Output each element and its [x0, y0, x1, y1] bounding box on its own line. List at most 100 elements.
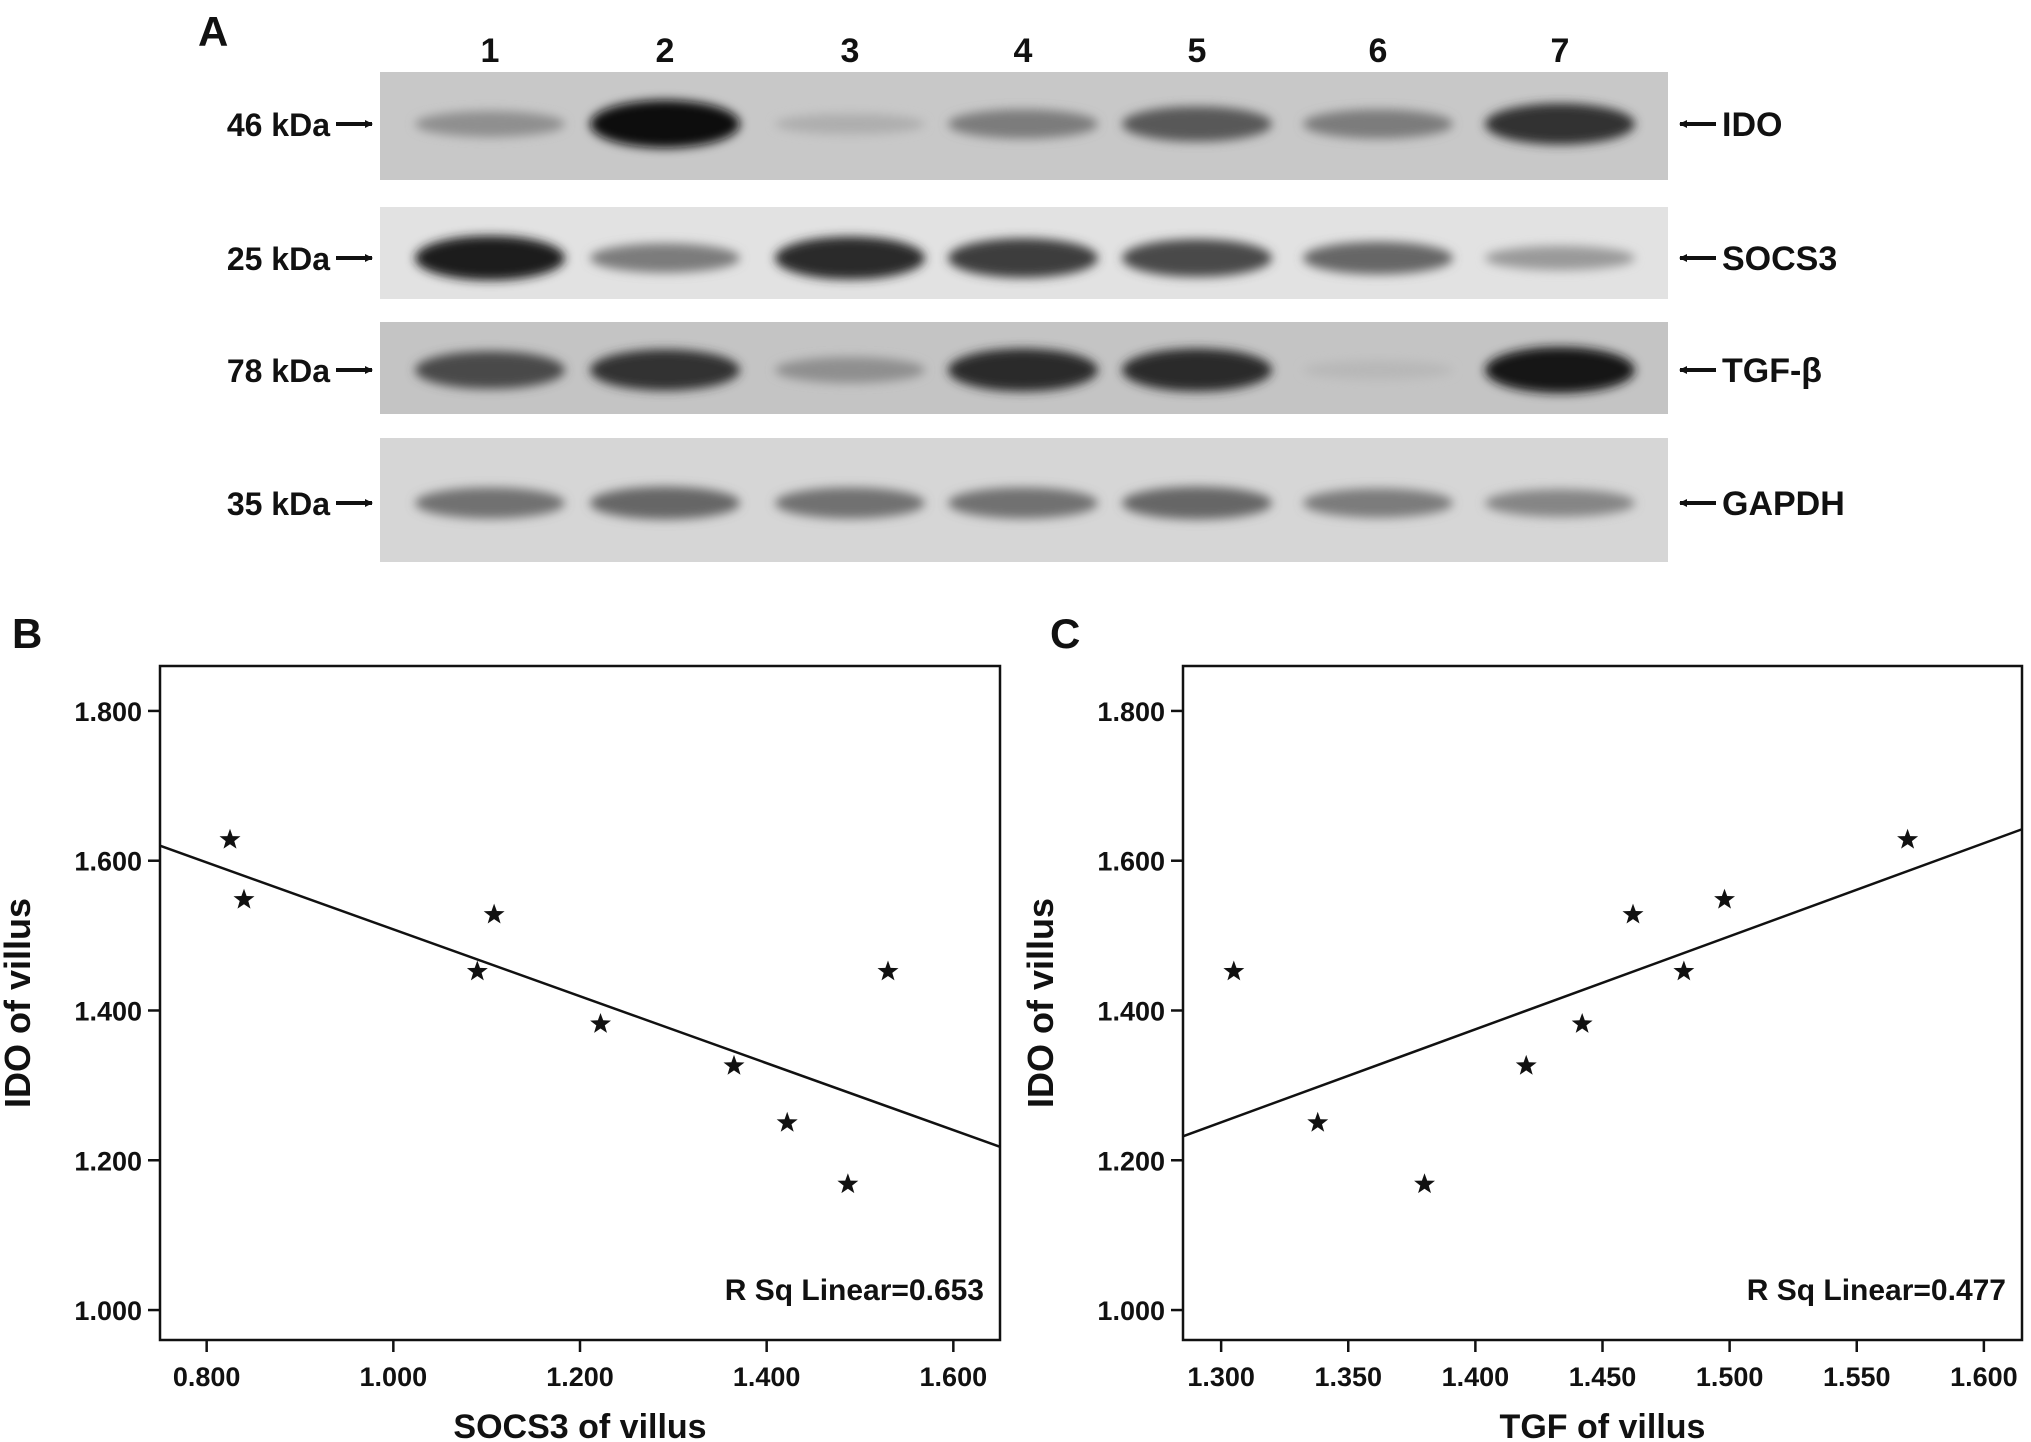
protein-label: IDO	[1722, 106, 1782, 144]
y-tick-label: 1.800	[1097, 697, 1165, 727]
data-point-star	[837, 1173, 859, 1194]
blot-band	[1485, 346, 1635, 394]
blot-band	[415, 235, 565, 281]
x-tick-label: 1.600	[920, 1362, 988, 1392]
x-tick-label: 1.550	[1823, 1362, 1891, 1392]
blot-band	[1303, 488, 1453, 518]
blot-band	[1485, 245, 1635, 271]
blot-row-3: 35 kDa GAPDH	[227, 438, 1845, 562]
y-tick-label: 1.800	[74, 697, 142, 727]
data-point-star	[723, 1054, 745, 1075]
molecular-weight-label: 46 kDa	[227, 107, 330, 143]
data-point-star	[1673, 960, 1695, 981]
data-point-star	[1897, 828, 1919, 849]
r-squared-annotation: R Sq Linear=0.477	[1747, 1274, 2006, 1307]
blot-band	[1122, 106, 1272, 142]
protein-label: TGF-β	[1722, 352, 1822, 390]
panel-c-scatter-chart: C 1.000 1.200 1.400 1.600 1.800 1.300 1.350 1.4…	[1020, 610, 2024, 1442]
blot-row-2: 78 kDa TGF-β	[227, 322, 1822, 414]
plot-area: 1.000 1.200 1.400 1.600 1.800 0.800 1.000 1.200…	[0, 664, 1002, 1442]
protein-label: GAPDH	[1722, 485, 1845, 523]
data-point-star	[590, 1013, 611, 1033]
molecular-weight-label: 25 kDa	[227, 241, 330, 277]
blot-band	[590, 243, 740, 273]
data-point-star	[1571, 1013, 1593, 1033]
blot-band	[1122, 486, 1272, 520]
panel-a-label: A	[198, 8, 228, 55]
y-tick-label: 1.600	[1097, 847, 1165, 877]
plot-frame	[158, 664, 1002, 1342]
blot-band	[415, 351, 565, 389]
regression-line	[159, 844, 1001, 1148]
y-tick-label: 1.600	[74, 847, 142, 877]
data-point-star	[1414, 1173, 1435, 1194]
lane-label: 4	[1014, 32, 1033, 70]
panel-b-label: B	[12, 610, 42, 657]
lane-label: 6	[1369, 32, 1388, 70]
blot-band	[775, 113, 925, 135]
blot-band	[948, 348, 1098, 392]
data-point-star	[1714, 888, 1735, 909]
lane-label: 7	[1551, 32, 1570, 70]
protein-label: SOCS3	[1722, 240, 1837, 278]
blot-row-1: 25 kDa SOCS3	[227, 207, 1837, 299]
blot-band	[1122, 239, 1272, 277]
x-tick-label: 1.400	[733, 1362, 801, 1392]
blot-band	[1485, 103, 1635, 145]
blot-band	[1303, 109, 1453, 139]
y-tick-label: 1.000	[1097, 1296, 1165, 1326]
regression-line	[1182, 828, 2023, 1138]
blot-rows: 46 kDa IDO 25 kDa SOCS3 78 kDa TGF-β 35 kDa GAP…	[227, 72, 1845, 562]
y-tick-label: 1.400	[1097, 996, 1165, 1026]
data-point-star	[483, 903, 505, 924]
y-tick-label: 1.200	[74, 1146, 142, 1176]
data-point-star	[1515, 1054, 1537, 1075]
plot-area: 1.000 1.200 1.400 1.600 1.800 1.300 1.350 1.400…	[1020, 664, 2024, 1442]
x-tick-label: 1.200	[546, 1362, 614, 1392]
panel-b-scatter-chart: B 1.000 1.200 1.400 1.600 1.800 0.800 1.000 1.2…	[0, 610, 1002, 1442]
data-point-star	[776, 1111, 798, 1132]
y-tick-label: 1.000	[74, 1296, 142, 1326]
y-axis-label: IDO of villus	[1020, 898, 1061, 1108]
lane-label: 3	[841, 32, 860, 70]
blot-band	[948, 487, 1098, 519]
x-tick-label: 1.450	[1569, 1362, 1637, 1392]
blot-band	[948, 238, 1098, 278]
data-point-star	[1223, 960, 1245, 981]
x-tick-label: 1.500	[1696, 1362, 1764, 1392]
blot-row-0: 46 kDa IDO	[227, 72, 1782, 180]
blot-band	[948, 109, 1098, 139]
blot-band	[415, 111, 565, 137]
lane-label: 1	[481, 32, 500, 70]
lane-label: 5	[1188, 32, 1207, 70]
x-tick-label: 1.300	[1187, 1362, 1255, 1392]
x-tick-label: 1.600	[1950, 1362, 2018, 1392]
data-point-star	[1622, 903, 1644, 924]
x-tick-label: 1.350	[1314, 1362, 1382, 1392]
blot-band	[1303, 360, 1453, 380]
blot-band	[590, 100, 740, 148]
x-tick-label: 0.800	[173, 1362, 241, 1392]
panel-c-label: C	[1050, 610, 1080, 657]
lane-label: 2	[656, 32, 675, 70]
data-point-star	[233, 888, 255, 909]
data-point-star	[877, 960, 899, 981]
blot-band	[415, 487, 565, 519]
y-tick-label: 1.400	[74, 996, 142, 1026]
blot-band	[775, 357, 925, 383]
y-axis-label: IDO of villus	[0, 898, 38, 1108]
lane-labels: 1 2 3 4 5 6 7	[481, 32, 1570, 70]
panel-a-western-blot: A 1 2 3 4 5 6 7 46 kDa IDO 25 kDa SOCS3 78 kDa TGF-…	[198, 8, 1845, 562]
blot-band	[1485, 489, 1635, 517]
molecular-weight-label: 35 kDa	[227, 486, 330, 522]
blot-band	[1122, 348, 1272, 392]
blot-band	[775, 487, 925, 519]
x-tick-label: 1.000	[360, 1362, 428, 1392]
r-squared-annotation: R Sq Linear=0.653	[725, 1274, 984, 1307]
blot-band	[590, 486, 740, 520]
x-axis-label: SOCS3 of villus	[453, 1408, 706, 1442]
data-point-star	[219, 828, 241, 849]
data-point-star	[1307, 1111, 1329, 1132]
data-point-star	[466, 960, 488, 981]
